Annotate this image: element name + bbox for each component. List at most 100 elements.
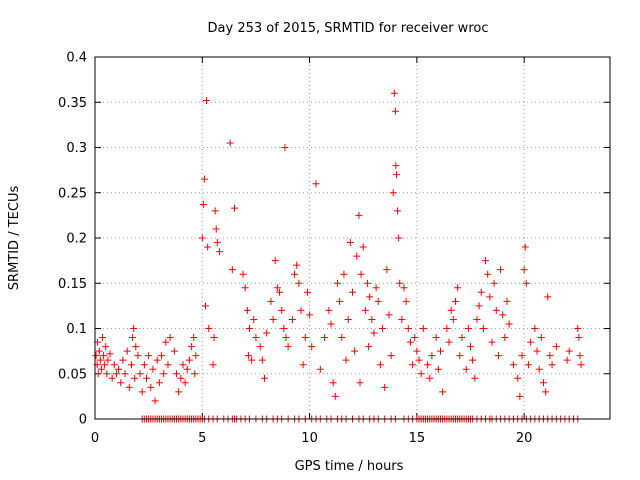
data-point bbox=[392, 162, 400, 170]
data-point bbox=[439, 388, 447, 396]
data-point bbox=[200, 175, 208, 183]
data-point bbox=[434, 365, 442, 373]
data-point bbox=[261, 374, 269, 382]
data-point bbox=[246, 325, 253, 332]
data-point bbox=[293, 261, 301, 269]
data-point bbox=[175, 388, 183, 396]
data-point bbox=[256, 343, 264, 351]
data-point bbox=[303, 288, 311, 296]
data-point bbox=[199, 201, 207, 209]
data-point bbox=[379, 325, 387, 332]
data-point bbox=[96, 356, 104, 364]
data-point bbox=[112, 370, 120, 378]
data-point bbox=[252, 334, 260, 342]
data-point bbox=[316, 365, 324, 373]
data-point bbox=[400, 284, 408, 292]
data-point bbox=[389, 189, 397, 197]
data-point bbox=[127, 361, 135, 369]
axis-ticks: 0 0.05 0.1 0.15 0.2 0.25 0.3 0.35 0.4 0 5 10 15 20 bbox=[58, 51, 610, 446]
data-point bbox=[394, 207, 402, 215]
data-point bbox=[258, 356, 266, 364]
data-point bbox=[99, 334, 107, 342]
grid bbox=[95, 57, 610, 419]
data-point bbox=[188, 343, 196, 351]
data-point bbox=[365, 343, 373, 351]
data-point bbox=[162, 338, 170, 346]
data-point bbox=[475, 302, 483, 310]
data-point bbox=[282, 334, 290, 342]
data-point bbox=[514, 374, 522, 382]
data-point bbox=[462, 365, 470, 373]
data-point bbox=[413, 347, 421, 355]
data-point bbox=[284, 343, 292, 351]
data-point bbox=[364, 279, 372, 287]
data-point bbox=[361, 306, 369, 314]
data-point bbox=[267, 297, 275, 305]
data-point bbox=[565, 347, 573, 355]
data-point bbox=[527, 338, 535, 346]
data-point bbox=[356, 379, 364, 387]
data-point bbox=[103, 370, 111, 378]
data-point bbox=[191, 370, 199, 378]
data-point bbox=[351, 347, 359, 355]
data-point bbox=[143, 374, 150, 382]
data-point bbox=[288, 315, 296, 323]
data-point bbox=[396, 279, 404, 287]
data-point bbox=[385, 311, 393, 319]
data-point bbox=[241, 284, 249, 292]
data-point bbox=[212, 225, 220, 233]
data-point bbox=[312, 180, 320, 188]
data-point bbox=[539, 379, 547, 387]
data-point bbox=[306, 311, 314, 319]
data-point bbox=[428, 352, 436, 360]
data-point bbox=[327, 320, 335, 328]
data-point bbox=[391, 107, 399, 115]
data-point bbox=[123, 347, 131, 355]
data-point bbox=[359, 243, 367, 251]
data-point bbox=[479, 325, 487, 332]
data-point bbox=[467, 343, 475, 351]
data-point bbox=[505, 320, 513, 328]
y-tick-label: 0 bbox=[79, 413, 87, 428]
data-point bbox=[248, 356, 256, 364]
data-point bbox=[209, 361, 217, 369]
data-point bbox=[173, 370, 181, 378]
data-point bbox=[226, 139, 234, 147]
data-point bbox=[509, 361, 517, 369]
data-point bbox=[215, 248, 223, 256]
data-point bbox=[131, 374, 139, 382]
data-point bbox=[125, 383, 133, 391]
data-point bbox=[117, 379, 125, 387]
data-point bbox=[471, 374, 479, 382]
data-point bbox=[426, 374, 434, 382]
data-point bbox=[325, 306, 333, 314]
data-point bbox=[115, 365, 123, 373]
data-point bbox=[132, 343, 140, 351]
data-point bbox=[263, 329, 271, 337]
data-point bbox=[129, 334, 137, 342]
data-point bbox=[456, 352, 464, 360]
y-tick-label: 0.25 bbox=[58, 186, 87, 201]
data-point bbox=[204, 243, 212, 251]
data-point bbox=[381, 383, 389, 391]
x-tick-label: 0 bbox=[91, 431, 99, 446]
data-point bbox=[151, 397, 159, 405]
data-point bbox=[349, 288, 356, 296]
data-point bbox=[544, 293, 552, 301]
data-point bbox=[342, 356, 350, 364]
y-tick-label: 0.3 bbox=[66, 141, 87, 156]
data-point bbox=[542, 388, 550, 396]
data-point bbox=[387, 352, 395, 360]
data-point bbox=[518, 352, 526, 360]
data-point bbox=[494, 352, 502, 360]
data-point bbox=[535, 365, 543, 373]
data-point bbox=[243, 306, 251, 314]
data-point bbox=[355, 211, 363, 219]
data-point bbox=[432, 334, 440, 342]
data-point bbox=[185, 356, 193, 364]
data-point bbox=[278, 306, 286, 314]
data-point bbox=[372, 284, 380, 292]
data-point bbox=[516, 392, 524, 400]
data-point bbox=[230, 204, 238, 212]
data-point bbox=[104, 356, 112, 364]
